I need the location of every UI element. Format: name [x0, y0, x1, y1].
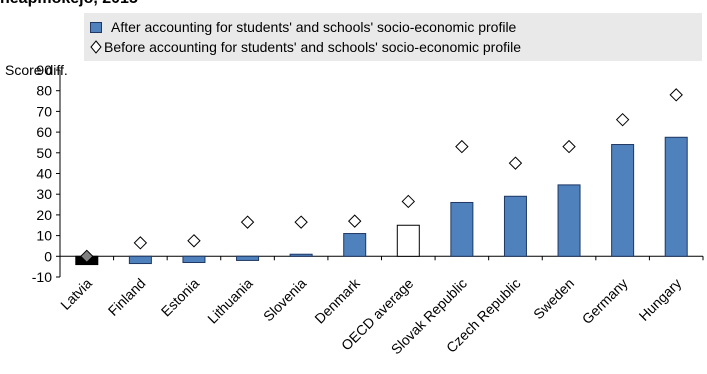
diamond-marker [401, 194, 415, 209]
bar [611, 144, 635, 257]
y-tick-label: 90 [36, 62, 52, 78]
diamond-marker [80, 249, 94, 264]
x-category-label: Germany [579, 275, 631, 327]
legend-entry-before: Before accounting for students' and scho… [90, 38, 521, 56]
x-category-label: Sweden [530, 275, 577, 322]
y-tick-label: 80 [36, 83, 52, 99]
y-tick-label: 50 [36, 145, 52, 161]
bar [236, 255, 260, 261]
bar [450, 201, 474, 257]
y-tick-label: 10 [36, 228, 52, 244]
x-category-label: Hungary [636, 275, 685, 324]
diamond-marker [187, 234, 201, 248]
y-tick-label: -10 [32, 269, 52, 285]
legend-label-before: Before accounting for students' and scho… [104, 39, 522, 55]
legend-label-after: After accounting for students' and schoo… [111, 19, 517, 35]
bar [343, 233, 367, 257]
legend-bar-swatch [90, 21, 102, 33]
diamond-marker [615, 112, 630, 127]
x-category-label: Slovenia [260, 275, 309, 324]
diamond-marker [348, 214, 362, 228]
legend: After accounting for students' and schoo… [84, 13, 702, 61]
diamond-marker [508, 156, 523, 170]
y-tick-label: 20 [36, 207, 52, 223]
diamond-marker [455, 139, 469, 154]
bar [182, 255, 206, 264]
y-tick-label: 0 [44, 248, 52, 264]
bar [289, 253, 313, 257]
bar [128, 255, 152, 265]
y-tick-label: 60 [36, 124, 52, 140]
x-category-label: Lithuania [204, 275, 256, 327]
diamond-marker [669, 88, 683, 102]
y-tick-label: 70 [36, 103, 52, 119]
bar [396, 224, 420, 257]
chart-title: neapmokėjo, 2015 [0, 0, 138, 8]
x-category-label: Denmark [311, 274, 363, 326]
y-axis-label: Score diff. [5, 62, 68, 78]
x-category-label: Estonia [158, 275, 202, 319]
x-category-label: Latvia [57, 275, 95, 313]
bar [503, 195, 527, 257]
y-tick-label: 30 [36, 186, 52, 202]
legend-diamond-marker [90, 40, 102, 54]
diamond-marker [294, 215, 308, 229]
diamond-marker [240, 215, 255, 229]
diamond-marker [133, 236, 148, 250]
bar [557, 184, 581, 257]
y-tick-label: 40 [36, 166, 52, 182]
x-category-label: Finland [105, 275, 149, 319]
bar [664, 136, 688, 257]
legend-entry-after: After accounting for students' and schoo… [90, 18, 516, 36]
diamond-marker [562, 139, 576, 154]
